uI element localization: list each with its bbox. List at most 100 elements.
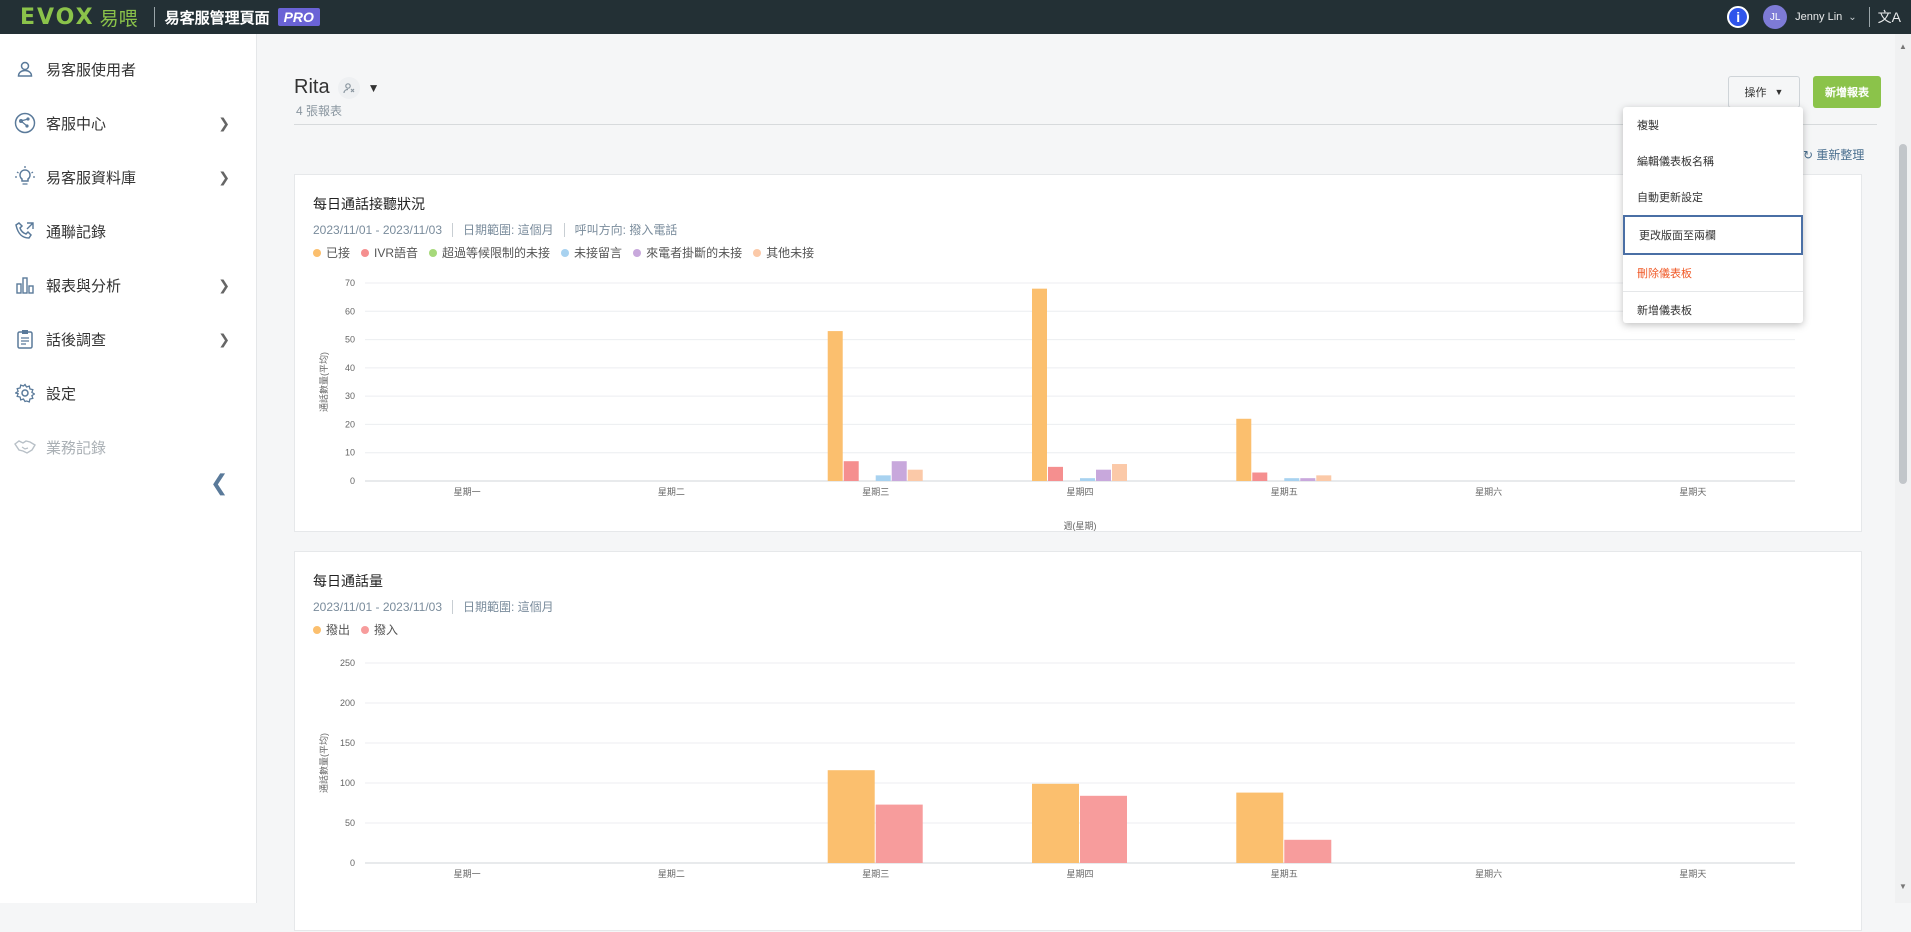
x-tick-label: 星期二 — [658, 869, 685, 879]
menu-divider — [1623, 291, 1803, 292]
sidebar-item-call-center[interactable]: 客服中心 ❯ — [0, 96, 256, 150]
sidebar-item-label: 易客服使用者 — [46, 61, 137, 79]
y-tick-label: 0 — [350, 858, 355, 868]
sidebar-item-label: 通聯記錄 — [46, 223, 107, 241]
top-bar: EVOX 易喂 易客服管理頁面 PRO i JL Jenny Lin ⌄ 文A — [0, 0, 1911, 34]
dashboard-dropdown-caret-icon[interactable]: ▼ — [367, 80, 380, 95]
menu-item-delete-dashboard[interactable]: 刪除儀表板 — [1637, 268, 1692, 280]
bar-撥入 — [1284, 839, 1332, 863]
bar-其他未接 — [907, 469, 923, 481]
language-icon[interactable]: 文A — [1877, 9, 1901, 25]
x-tick-label: 星期六 — [1475, 486, 1502, 497]
bar-chart-daily-call-volume: 0 50 100 150 200 250 星期一 星期二 星期三 星期四 星期五 星期六 星期天 通話數量… — [318, 658, 1795, 879]
y-tick-label: 10 — [345, 448, 355, 458]
handshake-icon — [14, 436, 36, 458]
legend-item-ivr[interactable]: IVR語音 — [361, 244, 418, 261]
refresh-button[interactable]: ↻ 重新整理 — [1803, 146, 1864, 163]
menu-item-rename-dashboard[interactable]: 編輯儀表板名稱 — [1637, 156, 1714, 168]
report-card-daily-call-volume: 每日通話量 2023/11/01 - 2023/11/03 日期範圍: 這個月 … — [294, 551, 1862, 931]
app-title: 易客服管理頁面 — [164, 9, 270, 27]
lightbulb-icon — [14, 166, 36, 188]
legend-item-answered[interactable]: 已接 — [313, 244, 350, 261]
y-tick-label: 50 — [345, 818, 355, 828]
bar-撥出 — [1236, 792, 1284, 863]
avatar[interactable]: JL — [1763, 5, 1788, 29]
new-report-button[interactable]: 新增報表 — [1813, 76, 1881, 108]
bar-IVR語音 — [843, 461, 859, 481]
chevron-left-icon[interactable]: ❮ — [210, 470, 229, 495]
x-axis-label: 週(星期) — [1064, 521, 1097, 531]
bar-未接留言 — [875, 475, 891, 481]
legend-item-voicemail[interactable]: 未接留言 — [561, 244, 622, 261]
bar-撥出 — [827, 770, 875, 863]
gear-icon — [14, 382, 36, 404]
legend-label: 來電者掛斷的未接 — [646, 246, 743, 260]
legend-dot — [561, 248, 570, 257]
legend-item-inbound[interactable]: 撥入 — [361, 621, 398, 638]
y-tick-label: 100 — [340, 778, 355, 788]
y-axis-label: 通話數量(平均) — [318, 733, 329, 793]
bar-未接留言 — [1284, 478, 1300, 481]
sidebar-item-call-records[interactable]: 通聯記錄 — [0, 204, 256, 258]
y-tick-label: 50 — [345, 335, 355, 345]
bar-chart-icon — [14, 274, 36, 296]
sidebar-item-survey[interactable]: 話後調查 ❯ — [0, 312, 256, 366]
refresh-label: 重新整理 — [1816, 148, 1865, 162]
bar-已接 — [1236, 418, 1252, 481]
x-tick-label: 星期三 — [862, 487, 889, 497]
user-name[interactable]: Jenny Lin — [1795, 11, 1843, 23]
operations-button[interactable]: 操作 ▼ — [1728, 76, 1800, 108]
legend-label: 其他未接 — [766, 246, 815, 260]
sidebar-item-reports[interactable]: 報表與分析 ❯ — [0, 258, 256, 312]
legend-dot — [313, 625, 321, 634]
clipboard-icon — [14, 328, 36, 350]
pro-badge: PRO — [277, 8, 320, 26]
legend-item-other[interactable]: 其他未接 — [753, 244, 814, 261]
sidebar: 易客服使用者 客服中心 ❯ 易客服資料庫 ❯ 通聯記錄 報表與分析 ❯ 話後調查… — [0, 34, 257, 903]
scroll-up-icon[interactable]: ▲ — [1899, 42, 1907, 51]
legend-item-caller-hangup[interactable]: 來電者掛斷的未接 — [633, 244, 742, 261]
menu-item-auto-refresh-settings[interactable]: 自動更新設定 — [1637, 192, 1703, 204]
x-tick-label: 星期四 — [1066, 487, 1093, 497]
chevron-right-icon: ❯ — [218, 114, 230, 131]
sidebar-item-knowledge-base[interactable]: 易客服資料庫 ❯ — [0, 150, 256, 204]
y-tick-label: 60 — [345, 306, 355, 316]
legend-dot — [361, 248, 370, 257]
legend-item-outbound[interactable]: 撥出 — [313, 621, 350, 638]
assign-user-icon[interactable] — [337, 76, 360, 99]
date-range: 2023/11/01 - 2023/11/03 — [313, 222, 442, 237]
y-tick-label: 70 — [345, 278, 355, 288]
legend-label: 未接留言 — [574, 246, 623, 260]
logo[interactable]: EVOX 易喂 — [0, 4, 138, 31]
operations-dropdown-menu: 複製 編輯儀表板名稱 自動更新設定 更改版面至兩欄 刪除儀表板 新增儀表板 — [1623, 107, 1803, 323]
divider — [294, 124, 1877, 125]
menu-item-duplicate[interactable]: 複製 — [1637, 120, 1659, 132]
vertical-scrollbar[interactable]: ▲ ▼ — [1895, 34, 1911, 903]
menu-item-new-dashboard[interactable]: 新增儀表板 — [1637, 305, 1692, 317]
sidebar-item-business-records[interactable]: 業務記錄 — [0, 420, 256, 474]
scroll-thumb[interactable] — [1899, 144, 1907, 484]
sidebar-item-label: 話後調查 — [46, 331, 107, 349]
logo-cn-text: 易喂 — [99, 8, 138, 30]
x-tick-label: 星期一 — [454, 487, 481, 497]
card-meta: 2023/11/01 - 2023/11/03 日期範圍: 這個月 — [313, 598, 554, 615]
info-icon[interactable]: i — [1727, 6, 1750, 28]
period-filter: 日期範圍: 這個月 — [463, 223, 554, 237]
bar-已接 — [1032, 288, 1047, 481]
menu-item-change-layout-two-columns[interactable]: 更改版面至兩欄 — [1623, 215, 1803, 255]
sidebar-item-users[interactable]: 易客服使用者 — [0, 42, 256, 96]
sidebar-item-settings[interactable]: 設定 — [0, 366, 256, 420]
legend-item-timeout[interactable]: 超過等候限制的未接 — [429, 244, 550, 261]
sidebar-item-label: 業務記錄 — [46, 439, 107, 457]
period-filter: 日期範圍: 這個月 — [463, 600, 554, 614]
top-right-controls: i JL Jenny Lin ⌄ 文A — [1727, 0, 1911, 34]
bar-chart-daily-answer-status: 0 10 20 30 40 50 60 70 星期一 星期二 星期三 星期四 星期五 星期六 星期天 通話數量… — [318, 278, 1795, 531]
x-tick-label: 星期五 — [1271, 487, 1298, 497]
bar-IVR語音 — [1048, 466, 1063, 481]
y-axis-label: 通話數量(平均) — [318, 352, 329, 412]
scroll-down-icon[interactable]: ▼ — [1899, 882, 1907, 891]
bar-撥出 — [1032, 783, 1079, 863]
chevron-down-icon[interactable]: ⌄ — [1848, 11, 1857, 23]
x-tick-label: 星期六 — [1475, 868, 1502, 879]
legend-label: 超過等候限制的未接 — [442, 246, 551, 260]
